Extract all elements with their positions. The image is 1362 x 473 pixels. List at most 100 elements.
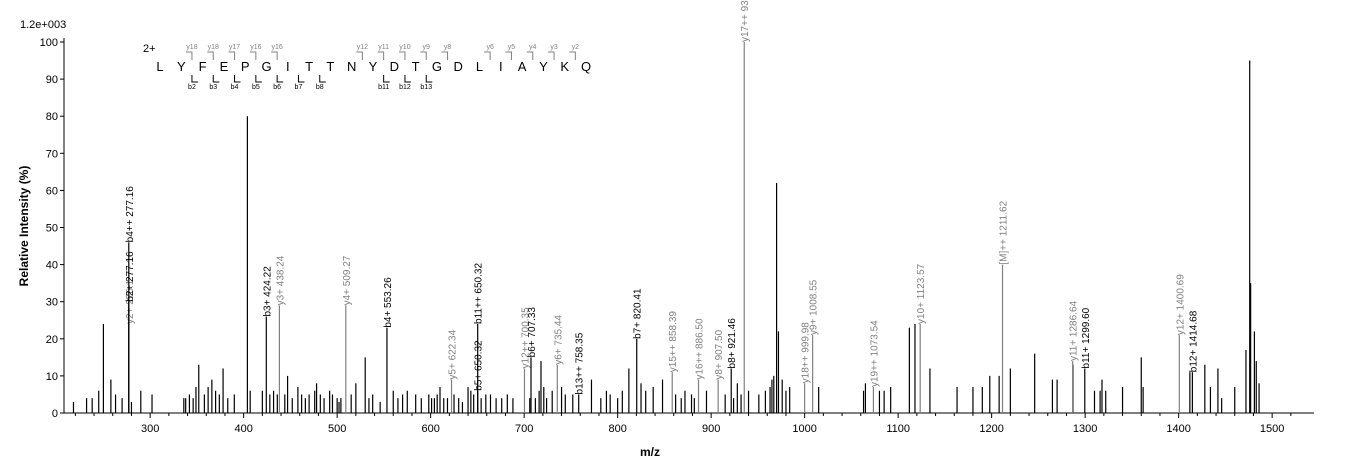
residue: F — [199, 59, 207, 74]
peak-label: y3+ 438.24 — [275, 255, 286, 305]
residue: T — [326, 59, 334, 74]
peak-label: b2+ 277.16 — [125, 251, 136, 302]
residue: D — [390, 59, 399, 74]
y-tick-label: 80 — [46, 111, 58, 123]
b-ion-label: b8 — [316, 84, 324, 91]
x-axis-ticks: 300 400 500 600 700 800 900 1000 1100 1200 1300 140… — [74, 413, 1292, 435]
y-axis-label: Relative Intensity (%) — [17, 166, 31, 287]
b-ion-label: b5 — [252, 84, 260, 91]
peak-label: b7+ 820.41 — [633, 288, 644, 339]
peak-label: y8+ 907.50 — [714, 329, 725, 379]
b-ion-label: b13 — [420, 84, 432, 91]
intensity-scale-label: 1.2e+003 — [20, 19, 66, 31]
y-ion-bracket — [228, 51, 236, 60]
residue: G — [261, 59, 271, 74]
residue: I — [286, 59, 290, 74]
b-ion-bracket — [425, 75, 433, 83]
y-tick-label: 60 — [46, 185, 58, 197]
y-ion-label: y6 — [486, 44, 494, 51]
y-tick-label: 10 — [46, 371, 58, 383]
y-ion-bracket — [548, 51, 555, 60]
x-tick-label: 1000 — [792, 423, 816, 435]
b-ion-label: b4 — [231, 84, 239, 91]
charge-state: 2+ — [143, 43, 156, 55]
y-ion-label: y4 — [529, 44, 537, 51]
y-ion-bracket — [207, 51, 214, 60]
b-ion-bracket — [191, 75, 198, 83]
b-ion-bracket — [297, 75, 305, 83]
peak-label: b13++ 758.35 — [575, 332, 586, 394]
residue: Y — [539, 59, 548, 74]
peak-label: y12++ 700.35 — [520, 307, 531, 369]
residue: G — [432, 59, 442, 74]
peak-label: b8+ 921.46 — [727, 318, 738, 369]
peaks — [72, 60, 1260, 413]
residue: Q — [581, 59, 591, 74]
y-ion-bracket — [185, 51, 193, 60]
peak-label: b4+ 553.26 — [383, 277, 394, 328]
y-ion-label: y16 — [272, 44, 283, 51]
x-tick-label: 900 — [702, 423, 720, 435]
y-axis-ticks: 0 10 20 30 40 50 60 70 80 90 100 — [40, 37, 64, 420]
residue: L — [156, 59, 163, 74]
peak-label: y9+ 1008.55 — [809, 279, 820, 335]
peak-label: [M]++ 1211.62 — [999, 200, 1010, 264]
x-tick-label: 800 — [608, 423, 626, 435]
residue: Y — [177, 59, 186, 74]
axes — [63, 38, 1314, 414]
b-ion-bracket — [276, 75, 284, 83]
y-tick-label: 20 — [46, 334, 58, 346]
x-tick-label: 600 — [421, 423, 439, 435]
y-tick-label: 90 — [46, 74, 58, 86]
peak-label: y6+ 735.44 — [553, 315, 564, 365]
y-ion-bracket — [526, 51, 534, 60]
x-tick-label: 500 — [328, 423, 346, 435]
annotated-peaks: y2+ 276.1b2+ 277.16 b4++ 277.16 b3+ 424.22… — [125, 0, 1199, 413]
x-tick-label: 1100 — [886, 423, 910, 435]
b-ion-label: b6 — [273, 84, 281, 91]
x-tick-label: 700 — [515, 423, 533, 435]
peak-label: b12+ 1414.68 — [1188, 310, 1199, 372]
b-ion-bracket — [319, 75, 326, 83]
peak-label: y11+ 1286.64 — [1069, 300, 1080, 361]
y-ion-bracket — [249, 51, 257, 60]
peak-label: b3+ 424.22 — [262, 266, 273, 317]
residue: T — [412, 59, 420, 74]
y-tick-label: 40 — [46, 260, 58, 272]
y-ion-bracket — [377, 51, 385, 60]
residue: L — [476, 59, 483, 74]
y-tick-label: 0 — [52, 408, 58, 420]
y-ion-bracket — [505, 51, 512, 60]
y-ion-label: y2 — [572, 44, 580, 51]
residue: T — [305, 59, 313, 74]
x-tick-label: 1300 — [1073, 423, 1097, 435]
b-ion-bracket — [255, 75, 262, 83]
y-tick-label: 100 — [40, 37, 58, 49]
peak-label: y15++ 858.39 — [668, 311, 679, 373]
x-tick-label: 400 — [234, 423, 252, 435]
y-ion-label: y10 — [399, 44, 410, 51]
y-ion-label: y12 — [357, 44, 368, 51]
residue: Y — [369, 59, 378, 74]
peak-label: y10+ 1123.57 — [916, 263, 927, 324]
b-ion-label: b7 — [295, 84, 303, 91]
y-ion-bracket — [484, 51, 491, 60]
x-axis-label: m/z — [640, 445, 660, 459]
y-ion-bracket — [356, 51, 363, 60]
y-ion-label: y8 — [444, 44, 452, 51]
y-ion-bracket — [441, 51, 449, 60]
b-ion-label: b2 — [188, 84, 196, 91]
b-ion-bracket — [404, 75, 411, 83]
x-tick-label: 1400 — [1166, 423, 1190, 435]
y-ion-bracket — [569, 51, 576, 60]
peak-label: y5+ 622.34 — [448, 329, 459, 379]
b-ion-bracket — [383, 75, 390, 83]
b-ion-label: b12 — [399, 84, 411, 91]
peak-label: b11++ 650.32 — [474, 263, 485, 324]
b-ion-label: b3 — [209, 84, 217, 91]
peak-label: b5+ 650.32 — [474, 340, 485, 391]
x-tick-label: 1500 — [1260, 423, 1284, 435]
peak-label: y12+ 1400.69 — [1175, 274, 1186, 335]
